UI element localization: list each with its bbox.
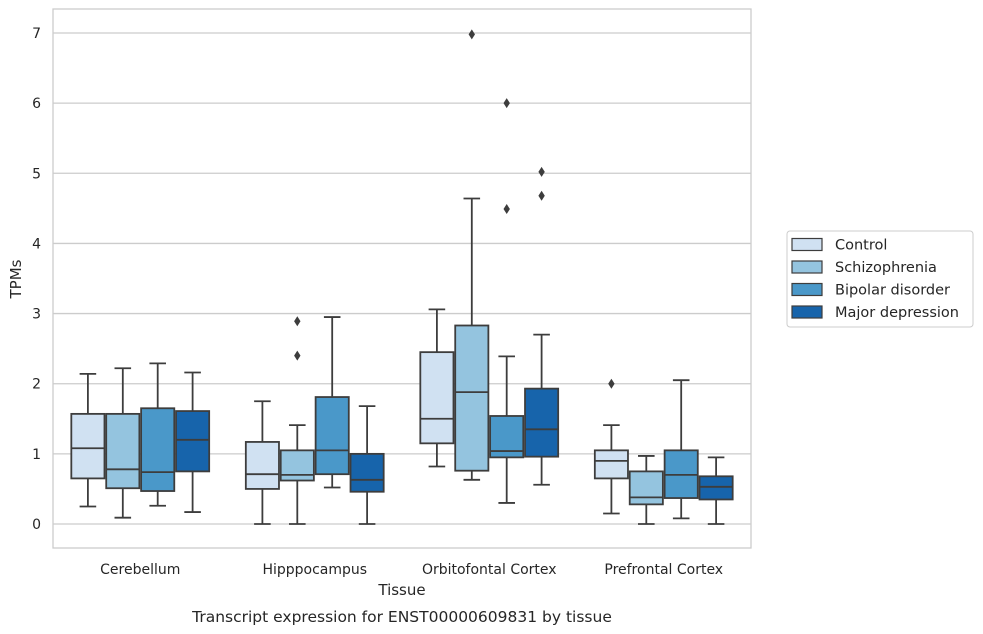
legend-swatch-3 bbox=[791, 305, 823, 319]
box-2-1 bbox=[454, 29, 490, 481]
box-series bbox=[70, 29, 734, 525]
outlier-point-1 bbox=[294, 316, 301, 327]
outlier-point-1 bbox=[538, 166, 545, 177]
chart-caption: Transcript expression for ENST0000060983… bbox=[191, 608, 612, 626]
legend-label-3: Major depression bbox=[835, 305, 959, 321]
box-iqr bbox=[419, 351, 455, 445]
y-tick-label-7: 7 bbox=[32, 26, 41, 42]
box-iqr bbox=[279, 449, 315, 482]
y-tick-label-0: 0 bbox=[32, 517, 41, 533]
box-3-0 bbox=[593, 378, 629, 515]
x-tick-label-3: Prefrontal Cortex bbox=[604, 562, 723, 578]
plot-frame bbox=[52, 8, 752, 549]
outlier-point-1 bbox=[503, 98, 510, 109]
legend-label-1: Schizophrenia bbox=[835, 260, 937, 276]
box-2-3 bbox=[524, 166, 560, 486]
y-tick-label-2: 2 bbox=[32, 377, 41, 393]
box-iqr bbox=[105, 412, 141, 490]
legend: Control Schizophrenia Bipolar disorder Majo… bbox=[786, 230, 974, 328]
box-0-3 bbox=[175, 371, 211, 513]
box-3-1 bbox=[628, 455, 664, 525]
y-tick-label-1: 1 bbox=[32, 447, 41, 463]
x-tick-label-2: Orbitofontal Cortex bbox=[422, 562, 557, 578]
y-tick-label-4: 4 bbox=[32, 236, 41, 252]
box-iqr bbox=[70, 412, 106, 480]
box-iqr bbox=[140, 407, 176, 492]
box-3-3 bbox=[698, 456, 734, 525]
x-axis-title: Tissue bbox=[377, 581, 425, 599]
box-0-2 bbox=[140, 362, 176, 507]
box-iqr bbox=[314, 396, 350, 476]
legend-label-2: Bipolar disorder bbox=[835, 283, 950, 299]
box-2-0 bbox=[419, 308, 455, 468]
box-iqr bbox=[454, 324, 490, 472]
legend-frame bbox=[786, 230, 974, 328]
legend-swatch-0 bbox=[791, 237, 823, 252]
box-iqr bbox=[349, 452, 385, 493]
outlier-point-0 bbox=[503, 204, 510, 215]
box-iqr bbox=[593, 449, 629, 480]
x-tick-labels: Cerebellum Hipppocampus Orbitofontal Corte… bbox=[100, 562, 723, 578]
box-1-1 bbox=[279, 316, 315, 525]
outlier-point-0 bbox=[294, 350, 301, 361]
x-tick-label-0: Cerebellum bbox=[100, 562, 180, 578]
outlier-point-0 bbox=[538, 190, 545, 201]
legend-swatch-2 bbox=[791, 282, 823, 297]
legend-swatch-1 bbox=[791, 260, 823, 274]
box-iqr bbox=[244, 441, 280, 490]
y-tick-label-3: 3 bbox=[32, 307, 41, 323]
box-1-2 bbox=[314, 316, 350, 489]
box-3-2 bbox=[663, 379, 699, 520]
x-tick-label-1: Hipppocampus bbox=[262, 562, 367, 578]
y-tick-labels: 0 1 2 3 4 5 6 7 bbox=[32, 26, 41, 533]
box-0-0 bbox=[70, 372, 106, 508]
box-iqr bbox=[524, 387, 560, 458]
box-0-1 bbox=[105, 367, 141, 519]
y-axis-title: TPMs bbox=[7, 259, 25, 299]
box-iqr bbox=[628, 470, 664, 506]
box-2-2 bbox=[489, 98, 525, 504]
y-tick-label-6: 6 bbox=[32, 96, 41, 112]
outlier-point-0 bbox=[608, 378, 615, 389]
box-iqr bbox=[175, 410, 211, 473]
outlier-point-0 bbox=[468, 29, 475, 40]
box-iqr bbox=[698, 475, 734, 501]
box-1-0 bbox=[244, 400, 280, 525]
box-1-3 bbox=[349, 405, 385, 525]
y-tick-label-5: 5 bbox=[32, 166, 41, 182]
legend-label-0: Control bbox=[835, 238, 887, 254]
